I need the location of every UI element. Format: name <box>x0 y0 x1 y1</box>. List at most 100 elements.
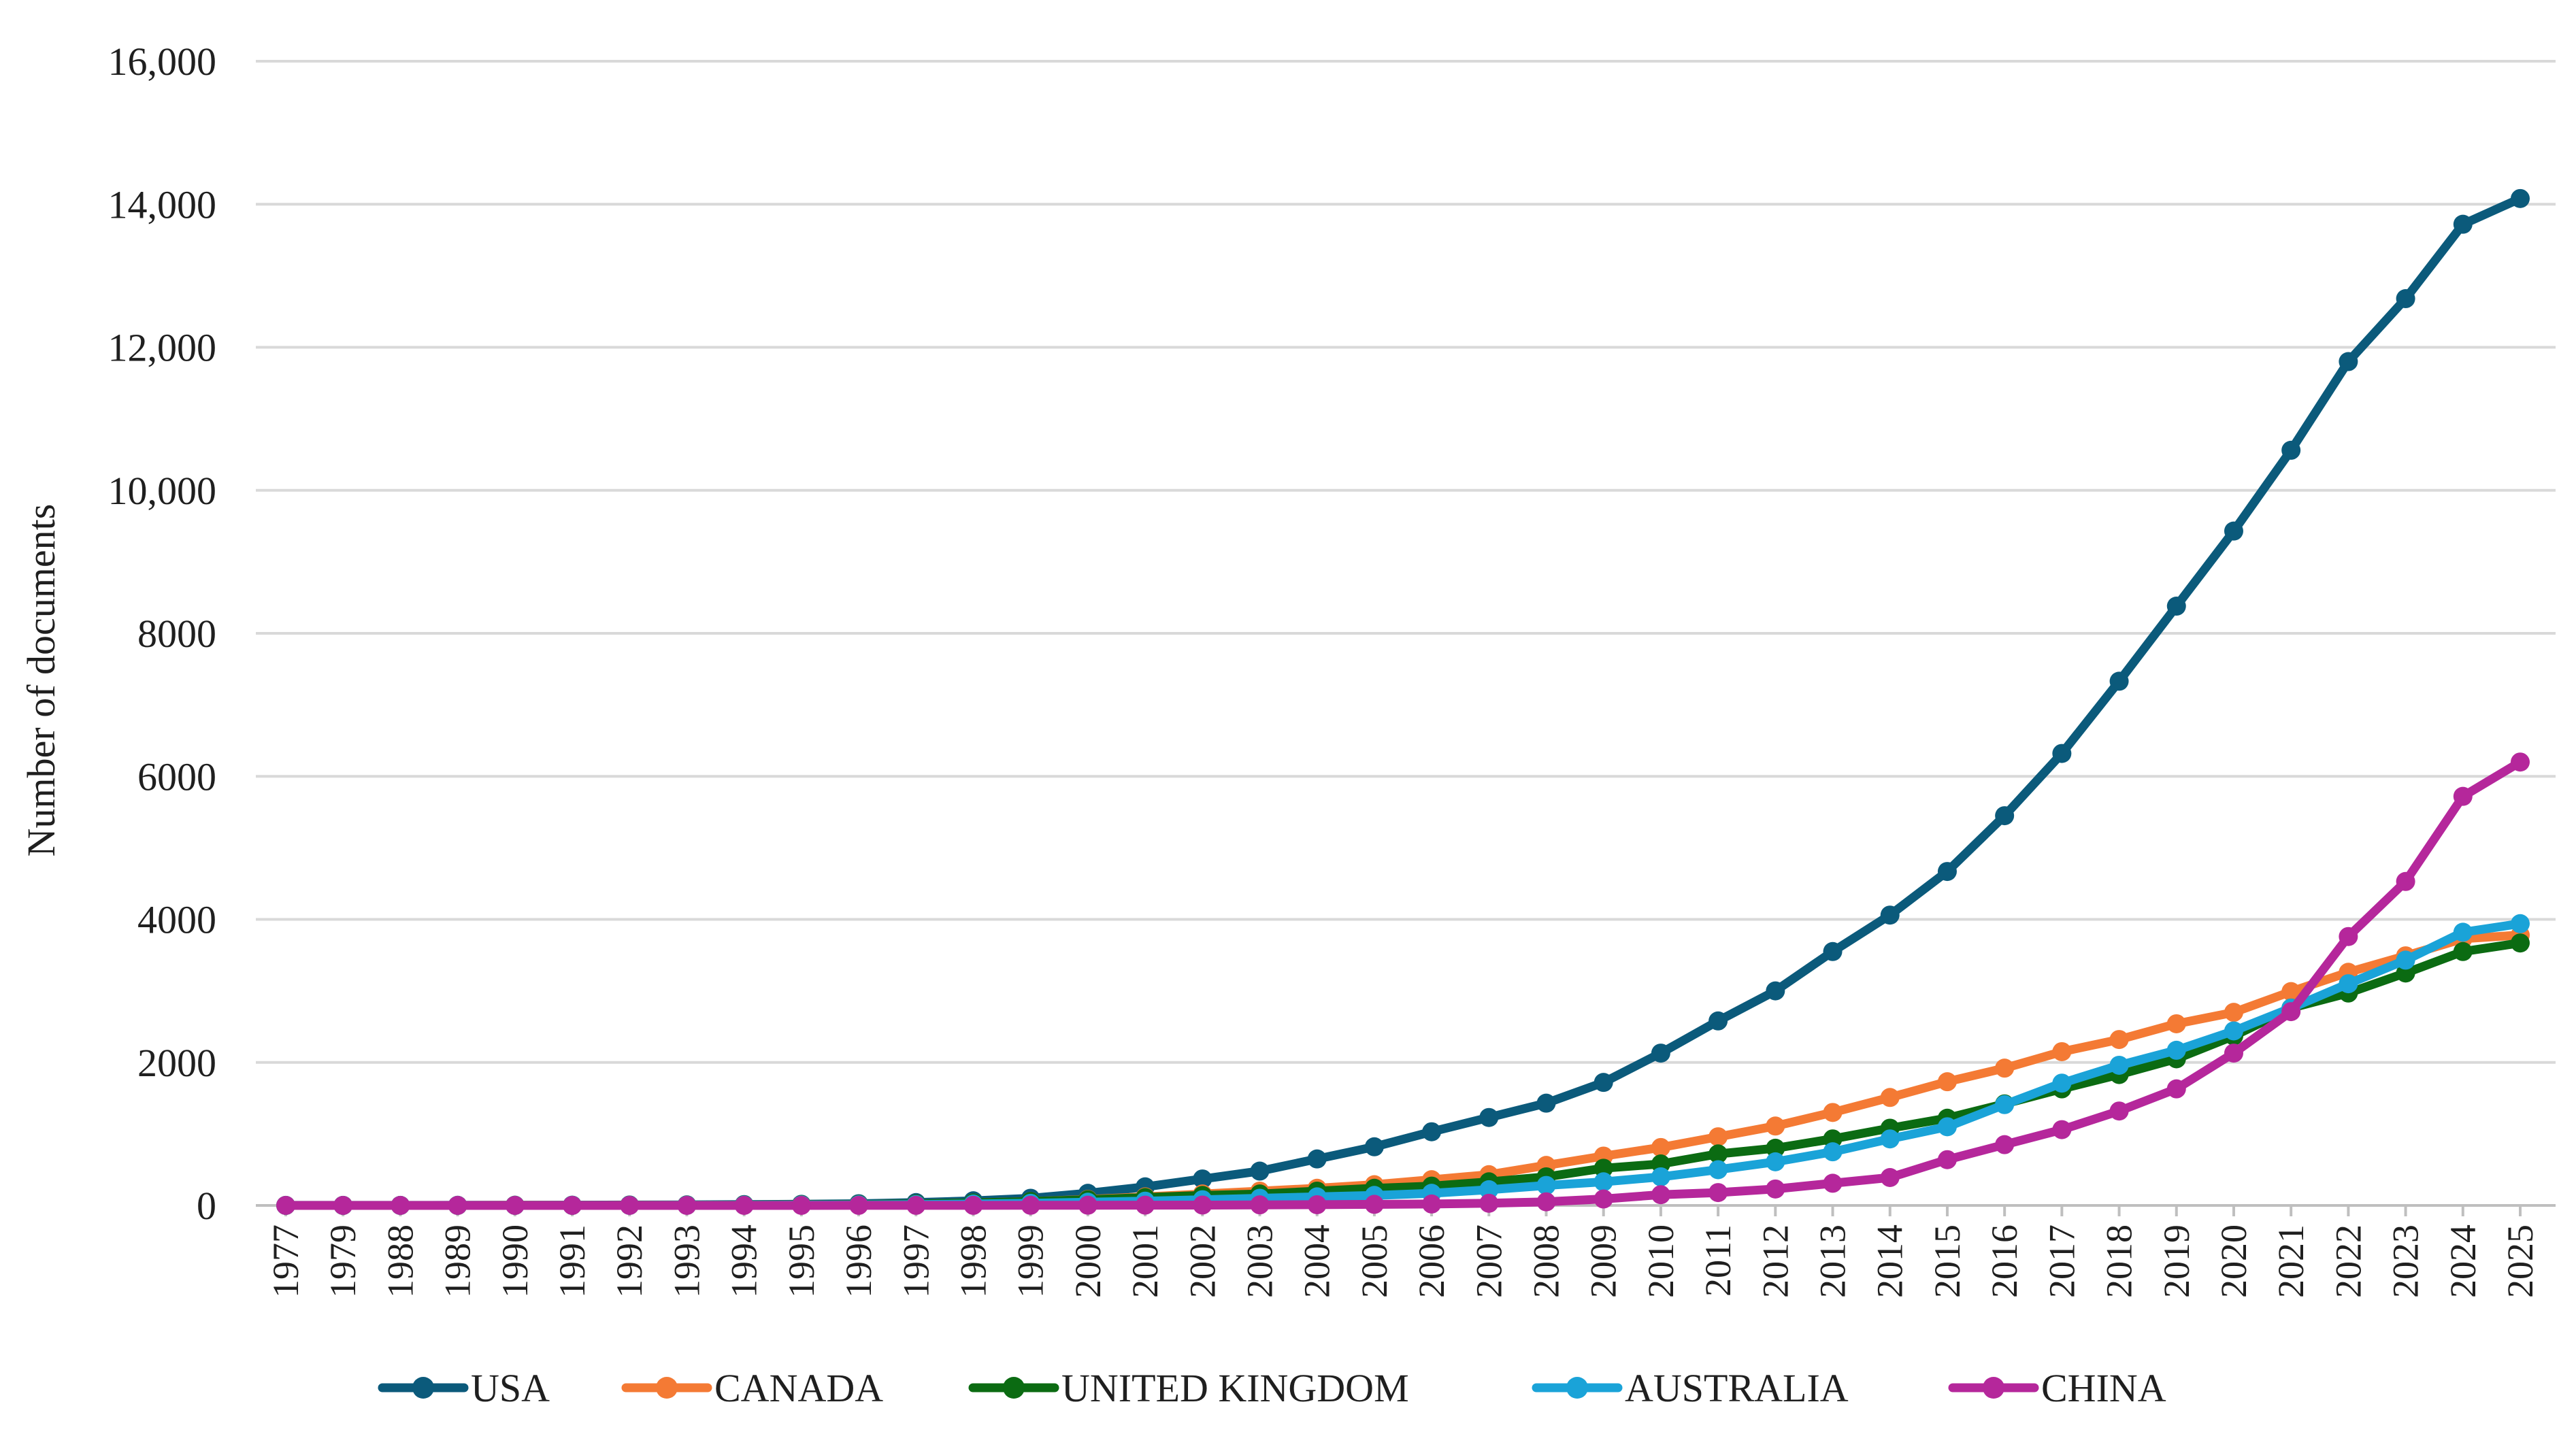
series-canada <box>276 925 2530 1215</box>
legend-label: USA <box>471 1366 550 1410</box>
data-point-australia <box>1937 1117 1957 1137</box>
data-point-united-kingdom <box>1708 1144 1728 1164</box>
data-point-china <box>2224 1044 2243 1063</box>
x-tick-label: 1998 <box>953 1224 993 1298</box>
x-tick-label: 2025 <box>2500 1224 2541 1298</box>
x-tick-label: 1997 <box>895 1224 936 1298</box>
data-point-usa <box>2339 352 2358 371</box>
y-tick-label: 8000 <box>137 612 216 656</box>
series-china <box>276 752 2530 1215</box>
legend-swatch-marker <box>412 1377 434 1399</box>
data-point-canada <box>2109 1030 2129 1050</box>
x-tick-label: 1995 <box>781 1224 822 1298</box>
data-point-australia <box>1995 1095 2015 1114</box>
data-point-china <box>906 1195 926 1215</box>
x-tick-label: 2016 <box>1984 1224 2025 1298</box>
data-point-usa <box>1594 1073 1613 1093</box>
data-point-australia <box>1880 1129 1900 1149</box>
x-tick-label: 2006 <box>1411 1224 1452 1298</box>
x-tick-label: 1996 <box>838 1224 879 1298</box>
y-tick-label: 16,000 <box>108 39 217 84</box>
data-point-usa <box>1193 1169 1212 1189</box>
data-point-china <box>333 1196 353 1215</box>
data-point-canada <box>2166 1014 2186 1033</box>
x-tick-label: 2012 <box>1755 1224 1796 1298</box>
data-point-china <box>1479 1193 1499 1213</box>
data-point-canada <box>1708 1127 1728 1147</box>
data-point-australia <box>1594 1172 1613 1192</box>
data-point-australia <box>1536 1175 1556 1195</box>
y-axis: 0 2000 4000 6000 8000 10,000 12,000 14,000 16,00… <box>108 39 217 1228</box>
data-point-canada <box>1995 1058 2015 1078</box>
data-point-china <box>1536 1192 1556 1212</box>
x-tick-label: 1989 <box>437 1224 478 1298</box>
legend-label: AUSTRALIA <box>1625 1366 1849 1410</box>
data-point-china <box>2339 927 2358 946</box>
x-tick-label: 1990 <box>495 1224 535 1298</box>
data-point-china <box>1937 1150 1957 1169</box>
legend-label: UNITED KINGDOM <box>1061 1366 1409 1410</box>
data-point-united-kingdom <box>1594 1158 1613 1178</box>
data-point-canada <box>2224 1003 2243 1022</box>
data-point-usa <box>2511 188 2530 208</box>
x-tick-label: 1999 <box>1010 1224 1051 1298</box>
data-point-china <box>1594 1189 1613 1209</box>
data-point-canada <box>1937 1072 1957 1092</box>
x-tick-label: 1993 <box>666 1224 707 1298</box>
x-tick-label: 2010 <box>1640 1224 1681 1298</box>
legend-item-china: CHINA <box>1948 1366 2166 1410</box>
data-point-china <box>1136 1195 1155 1215</box>
data-point-usa <box>2396 289 2415 309</box>
data-point-australia <box>2224 1021 2243 1041</box>
data-point-usa <box>1250 1161 1270 1181</box>
x-tick-label: 2020 <box>2213 1224 2254 1298</box>
data-point-usa <box>2453 214 2473 234</box>
y-tick-label: 14,000 <box>108 182 217 227</box>
data-point-australia <box>1651 1167 1670 1186</box>
series-line-australia <box>281 919 2525 1210</box>
x-tick-label: 2002 <box>1182 1224 1223 1298</box>
data-point-australia <box>2166 1040 2186 1060</box>
data-point-usa <box>1708 1011 1728 1031</box>
data-point-canada <box>2281 982 2301 1001</box>
data-point-usa <box>1766 981 1785 1001</box>
x-tick-label: 2000 <box>1068 1224 1108 1298</box>
data-point-usa <box>1422 1122 1442 1141</box>
data-point-china <box>677 1196 697 1215</box>
data-point-china <box>1708 1183 1728 1203</box>
data-point-china <box>1364 1195 1384 1214</box>
data-point-china <box>1078 1195 1097 1215</box>
data-point-china <box>2396 871 2415 891</box>
data-point-china <box>1250 1195 1270 1215</box>
data-point-china <box>1422 1194 1442 1214</box>
data-point-china <box>391 1196 410 1215</box>
data-point-australia <box>2109 1055 2129 1075</box>
data-point-usa <box>1995 806 2015 826</box>
data-point-canada <box>1823 1103 1843 1122</box>
x-tick-label: 2003 <box>1239 1224 1280 1298</box>
data-point-australia <box>1823 1142 1843 1162</box>
data-point-china <box>2109 1101 2129 1121</box>
x-tick-label: 2005 <box>1354 1224 1395 1298</box>
y-tick-label: 10,000 <box>108 469 217 513</box>
legend-swatch-marker <box>1003 1377 1025 1399</box>
legend-item-united-kingdom: UNITED KINGDOM <box>968 1366 1409 1410</box>
data-point-australia <box>1479 1180 1499 1199</box>
data-point-canada <box>1880 1088 1900 1107</box>
data-point-australia <box>1766 1152 1785 1171</box>
legend-label: CHINA <box>2041 1366 2166 1410</box>
y-tick-label: 12,000 <box>108 326 217 370</box>
y-axis-title: Number of documents <box>19 504 63 857</box>
data-point-china <box>276 1196 295 1215</box>
data-point-china <box>1995 1135 2015 1154</box>
legend-label: CANADA <box>714 1366 883 1410</box>
x-axis: 1977 1979 1988 1989 1990 1991 1992 1993 1994 1995… <box>265 1205 2541 1298</box>
data-point-china <box>620 1196 640 1215</box>
data-point-china <box>563 1196 582 1215</box>
data-point-china <box>2052 1120 2072 1139</box>
legend-swatch-marker <box>656 1377 678 1399</box>
x-tick-label: 2018 <box>2099 1224 2140 1298</box>
data-point-china <box>2453 786 2473 806</box>
x-tick-label: 2022 <box>2328 1224 2368 1298</box>
